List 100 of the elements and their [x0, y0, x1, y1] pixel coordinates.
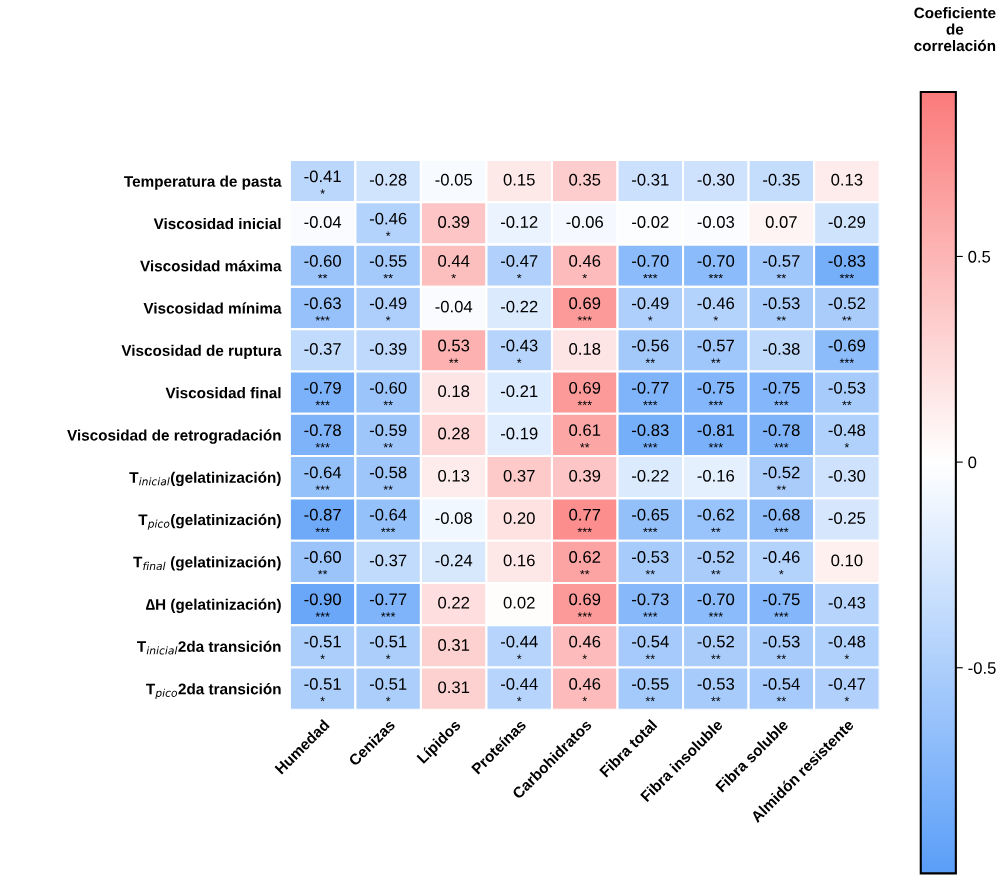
data-label: -0.06 [566, 216, 604, 228]
data-label: -0.43 * [500, 339, 538, 363]
data-label: -0.41 * [304, 170, 341, 194]
data-label: -0.51 * [304, 635, 341, 659]
data-label: -0.02 [632, 216, 669, 228]
data-label: -0.55 ** [369, 255, 407, 279]
data-label: -0.70 *** [632, 255, 669, 279]
data-label: -0.69 *** [828, 339, 866, 363]
data-label: -0.87 *** [304, 508, 341, 533]
data-label: -0.70 *** [697, 593, 735, 617]
data-label: -0.37 [304, 343, 341, 355]
data-label: 0.69 *** [569, 297, 601, 321]
data-label: -0.75 *** [697, 381, 735, 406]
data-label: -0.35 [763, 173, 800, 186]
y-tick-label: Viscosidad inicial [153, 217, 281, 230]
data-label: 0.46 * [569, 255, 601, 279]
data-label: -0.73 *** [632, 593, 669, 617]
data-label: 0.39 [438, 216, 470, 228]
data-label: 0.39 [569, 469, 601, 482]
data-label: -0.54 ** [763, 677, 800, 702]
data-label: -0.39 [369, 343, 407, 355]
y-tick-label: Viscosidad de retrogradación [67, 429, 281, 444]
data-label: -0.52 ** [763, 466, 800, 490]
data-label: -0.46 * [763, 551, 800, 575]
data-label: -0.60 ** [369, 381, 407, 406]
data-label: -0.49 * [632, 297, 669, 321]
data-label: -0.56 ** [632, 339, 669, 363]
data-label: 0.69 *** [569, 593, 601, 617]
data-label: -0.28 [369, 173, 407, 186]
data-label: -0.44 * [500, 677, 538, 702]
data-label: 0.02 [503, 596, 535, 609]
data-label: 0.16 [503, 554, 535, 567]
data-label: -0.55 ** [632, 677, 669, 702]
data-label: 0.07 [765, 216, 797, 228]
data-label: -0.53 ** [632, 551, 669, 575]
data-label: -0.46 * [697, 297, 735, 321]
data-label: 0.31 [438, 681, 470, 694]
data-label: -0.04 [304, 216, 342, 228]
data-label: 0.46 * [569, 677, 601, 702]
y-tick-label: ∆H (gelatinización) [146, 598, 281, 613]
data-label: -0.70 *** [697, 255, 735, 279]
data-label: -0.22 [632, 469, 669, 482]
data-label: -0.19 [500, 427, 538, 440]
data-label: -0.65 *** [632, 508, 669, 533]
data-label: -0.75 *** [763, 381, 800, 406]
data-label: -0.48 * [828, 635, 866, 659]
data-label: -0.64 *** [369, 508, 407, 533]
data-label: -0.53 ** [697, 677, 735, 702]
data-label: -0.51 * [369, 635, 407, 659]
data-label: -0.79 *** [304, 381, 341, 406]
data-label: -0.08 [435, 512, 472, 524]
data-label: 0.37 [503, 469, 535, 482]
data-label: 0.61 ** [569, 424, 601, 448]
data-label: 0.69 *** [569, 381, 601, 406]
data-label: -0.24 [435, 554, 473, 567]
data-label: 0.31 [438, 639, 470, 651]
data-label: -0.78 *** [304, 424, 341, 448]
y-tick-label: Temperatura de pasta [124, 175, 282, 190]
data-label: 0.44 * [438, 255, 470, 279]
data-label: -0.05 [435, 173, 472, 186]
data-label: -0.37 [369, 554, 407, 567]
data-label: -0.52 ** [828, 297, 866, 321]
y-tick-label: Viscosidad de ruptura [121, 344, 282, 360]
data-label: -0.54 ** [632, 635, 669, 659]
data-label: -0.52 ** [697, 635, 734, 659]
data-label: 0.18 [438, 385, 470, 398]
y-tick-label: Viscosidad mínima [143, 302, 282, 314]
data-label: -0.51 * [369, 677, 407, 702]
data-label: -0.83 *** [632, 424, 669, 448]
data-label: -0.59 ** [369, 424, 407, 448]
data-label: -0.12 [500, 216, 538, 228]
y-tick-label: T$_{pico}$2da transición [146, 683, 281, 699]
data-label: 0.53 ** [438, 339, 470, 363]
y-tick-label: Viscosidad final [165, 387, 281, 399]
color-bar-title: Coeficiente de correlación [914, 7, 996, 52]
data-label: -0.29 [828, 216, 866, 228]
data-label: -0.57 ** [763, 255, 800, 279]
data-label: 0.62 ** [569, 551, 601, 575]
data-label: -0.22 [500, 300, 538, 313]
data-label: -0.03 [697, 216, 735, 228]
data-label: -0.30 [697, 173, 735, 186]
data-label: 0.10 [831, 554, 863, 567]
data-label: -0.25 [828, 512, 866, 524]
data-label: -0.53 ** [828, 381, 866, 406]
data-label: -0.43 [828, 596, 866, 609]
data-label: -0.04 [435, 300, 473, 313]
data-label: 0.35 [569, 173, 601, 186]
color-bar-label: 0.5 [968, 250, 991, 263]
data-label: 0.15 [503, 173, 535, 186]
data-label: -0.47 * [828, 677, 866, 702]
data-label: -0.51 * [304, 677, 341, 702]
data-label: -0.81 *** [697, 424, 734, 448]
data-label: -0.60 ** [304, 255, 341, 279]
data-label: -0.31 [632, 173, 669, 186]
data-label: -0.46 * [369, 212, 407, 236]
data-label: -0.38 [763, 343, 800, 355]
color-bar-label: -0.5 [968, 662, 996, 674]
data-label: -0.60 ** [304, 551, 341, 575]
data-label: 0.22 [438, 596, 470, 609]
data-label: -0.57 ** [697, 339, 734, 363]
